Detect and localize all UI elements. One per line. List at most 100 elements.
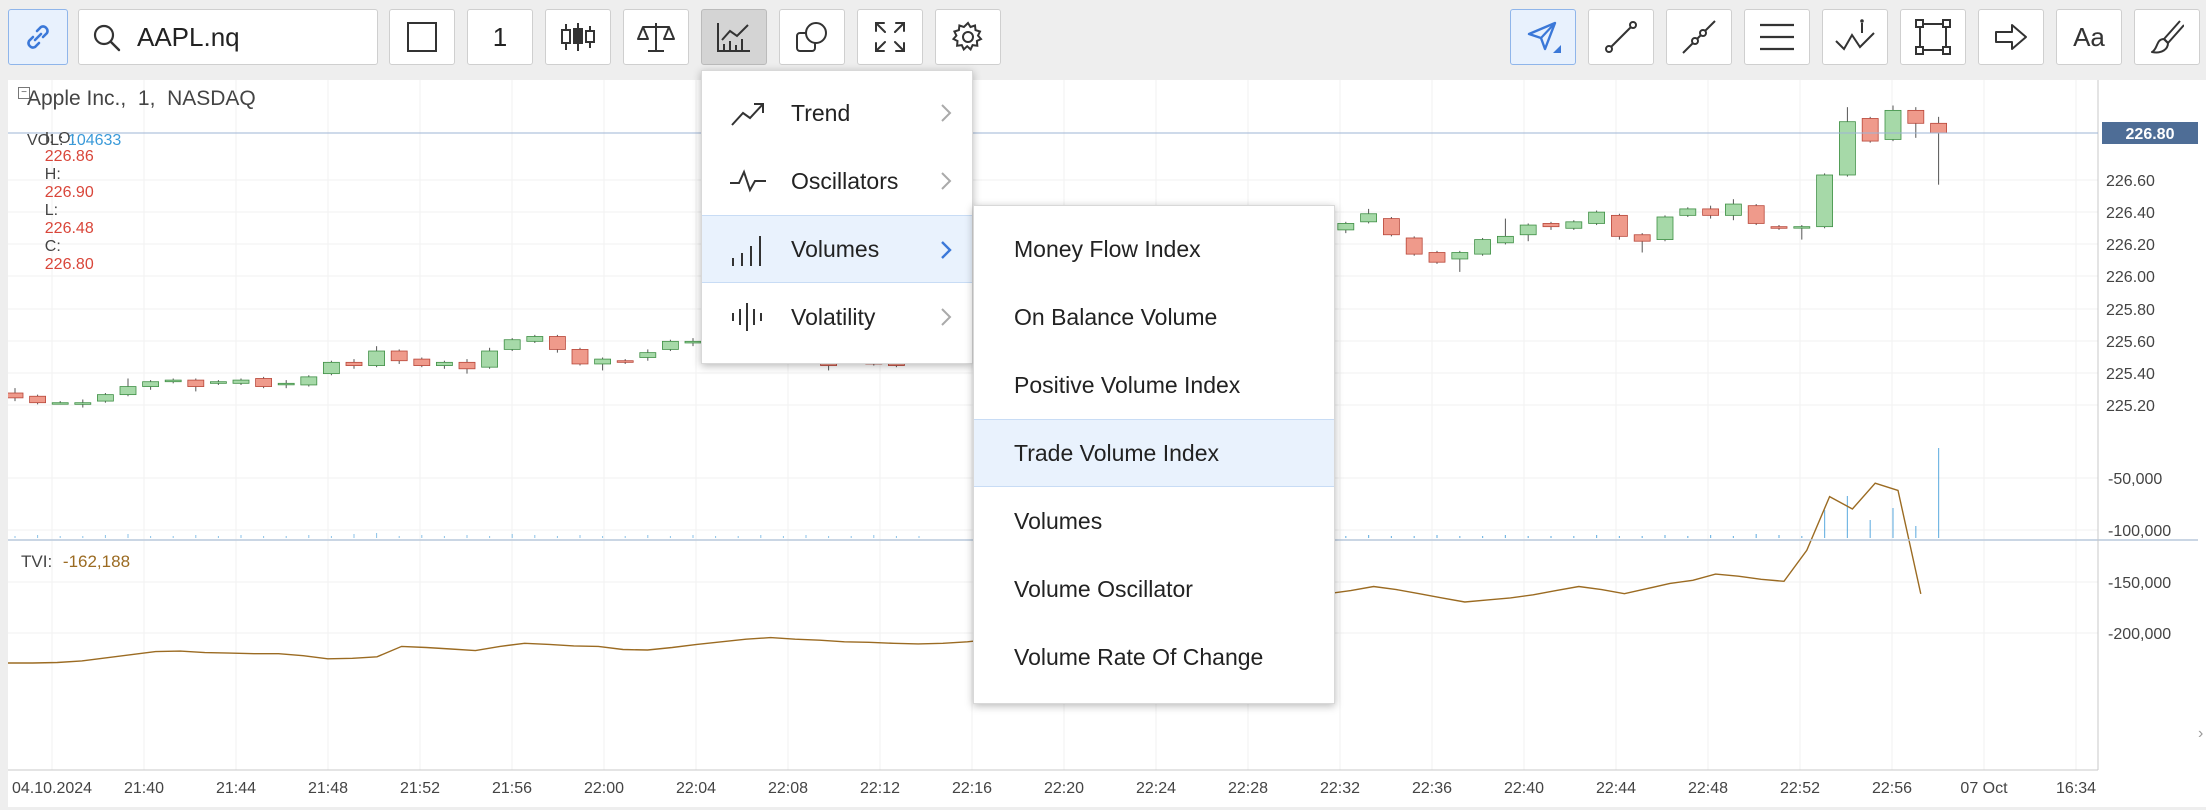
settings-button[interactable] <box>935 9 1001 65</box>
candle-body <box>1793 226 1811 229</box>
submenu-item-positive-volume-index[interactable]: Positive Volume Index <box>974 351 1334 419</box>
volume-bars <box>14 448 1940 538</box>
ohlc-legend: I: O: 226.86 H: 226.90 L: 226.48 C: 226.… <box>27 112 94 292</box>
menu-item-volumes[interactable]: Volumes <box>702 215 972 283</box>
time-tick-label: 22:40 <box>1504 780 1544 797</box>
submenu-item-money-flow-index[interactable]: Money Flow Index <box>974 215 1334 283</box>
shapes-icon <box>796 22 827 52</box>
price-tick-label: 225.60 <box>2106 334 2155 351</box>
indicators-button[interactable] <box>701 9 767 65</box>
tvi-legend: TVI: -162,188 <box>21 552 130 572</box>
candle-body <box>1679 208 1697 216</box>
polyline-tool-button[interactable] <box>1666 9 1732 65</box>
candlestick-button[interactable] <box>545 9 611 65</box>
time-tick-label: 22:52 <box>1780 780 1820 797</box>
candle-body <box>119 386 137 396</box>
candle-body <box>187 379 205 387</box>
submenu-item-label: Volume Rate Of Change <box>1014 643 1264 670</box>
fullscreen-button[interactable] <box>857 9 923 65</box>
brush-icon <box>2151 20 2184 54</box>
menu-item-volatility[interactable]: Volatility <box>702 283 972 351</box>
tvi-tick-label: -100,000 <box>2108 523 2171 540</box>
rectangle-tool-button[interactable] <box>1900 9 1966 65</box>
candle-body <box>300 376 318 386</box>
menu-item-oscillators[interactable]: Oscillators <box>702 147 972 215</box>
candle-body <box>1884 109 1902 140</box>
candle-body <box>458 361 476 370</box>
chart-scroll-handle[interactable]: › <box>2198 725 2204 742</box>
submenu-item-label: Money Flow Index <box>1014 235 1201 262</box>
last-price-label: 226.80 <box>2126 126 2175 143</box>
volume-legend: VOL: 104633 <box>27 132 121 150</box>
link-button[interactable] <box>8 9 68 65</box>
submenu-item-volume-rate-of-change[interactable]: Volume Rate Of Change <box>974 623 1334 691</box>
price-tick-label: 226.40 <box>2106 205 2155 222</box>
time-tick-label: 21:56 <box>492 780 532 797</box>
text-tool-button[interactable]: Aa <box>2056 9 2122 65</box>
time-tick-label: 22:20 <box>1044 780 1084 797</box>
fibonacci-tool-button[interactable] <box>1744 9 1810 65</box>
close-value: 226.80 <box>44 256 94 273</box>
candle-body <box>616 360 634 363</box>
menu-item-label: Trend <box>791 99 851 126</box>
time-tick-label: 22:24 <box>1136 780 1176 797</box>
candle-body <box>1451 252 1469 260</box>
candle-body <box>1930 122 1947 134</box>
candle-body <box>662 340 679 350</box>
rectangle-tool-icon <box>1915 19 1951 55</box>
polyline-tool-icon <box>1682 20 1716 54</box>
cursor-tool-button[interactable] <box>1510 9 1576 65</box>
candlestick-icon <box>561 23 595 51</box>
time-tick-label: 22:12 <box>860 780 900 797</box>
candle-body <box>255 378 273 387</box>
time-tick-label: 21:44 <box>216 780 256 797</box>
time-tick-label: 22:16 <box>952 780 992 797</box>
candle-body <box>1770 226 1788 229</box>
interval-button[interactable]: 1 <box>467 9 533 65</box>
candle-body <box>51 402 69 405</box>
candle-body <box>322 361 340 375</box>
line-tool-button[interactable] <box>1588 9 1654 65</box>
shapes-button[interactable] <box>779 9 845 65</box>
candle-body <box>164 379 182 383</box>
annotation-tool-button[interactable] <box>1822 9 1888 65</box>
brush-tool-button[interactable] <box>2134 9 2200 65</box>
tvi-axis: -50,000 -100,000 -150,000 -200,000 <box>2108 471 2171 643</box>
chart-style-button[interactable] <box>389 9 455 65</box>
submenu-item-volumes[interactable]: Volumes <box>974 487 1334 555</box>
time-tick-label: 22:36 <box>1412 780 1452 797</box>
collapse-legend-toggle[interactable]: − <box>18 87 30 99</box>
submenu-item-label: Trade Volume Index <box>1014 439 1219 466</box>
candle-body <box>594 358 611 365</box>
high-value: 226.90 <box>44 184 94 201</box>
time-tick-label: 21:40 <box>124 780 164 797</box>
symbol-search-input[interactable] <box>137 16 367 58</box>
time-tick-label: 22:44 <box>1596 780 1636 797</box>
menu-item-label: Oscillators <box>791 167 899 194</box>
menu-item-trend[interactable]: Trend <box>702 79 972 147</box>
close-label: C: <box>44 238 61 255</box>
submenu-item-volume-oscillator[interactable]: Volume Oscillator <box>974 555 1334 623</box>
price-tick-label: 225.40 <box>2106 366 2155 383</box>
time-tick-label: 22:28 <box>1228 780 1268 797</box>
scales-icon <box>637 23 675 52</box>
submenu-item-trade-volume-index[interactable]: Trade Volume Index <box>974 419 1334 487</box>
volume-value: 104633 <box>67 132 122 149</box>
submenu-item-label: Volume Oscillator <box>1014 575 1193 602</box>
candle-body <box>1725 203 1742 216</box>
time-tick-label: 22:08 <box>768 780 808 797</box>
submenu-item-on-balance-volume[interactable]: On Balance Volume <box>974 283 1334 351</box>
volume-label: VOL: <box>27 132 64 149</box>
gear-icon <box>952 21 983 52</box>
time-tick-label: 22:32 <box>1320 780 1360 797</box>
volumes-submenu: Money Flow Index On Balance Volume Posit… <box>973 205 1335 704</box>
arrow-tool-button[interactable] <box>1978 9 2044 65</box>
fullscreen-icon <box>875 22 905 52</box>
symbol-search[interactable] <box>78 9 378 65</box>
square-icon <box>407 22 437 52</box>
candle-body <box>639 352 657 358</box>
time-tick-label: 07 Oct <box>1960 780 2008 797</box>
candle-body <box>209 381 227 384</box>
candle-body <box>1861 118 1879 142</box>
compare-button[interactable] <box>623 9 689 65</box>
